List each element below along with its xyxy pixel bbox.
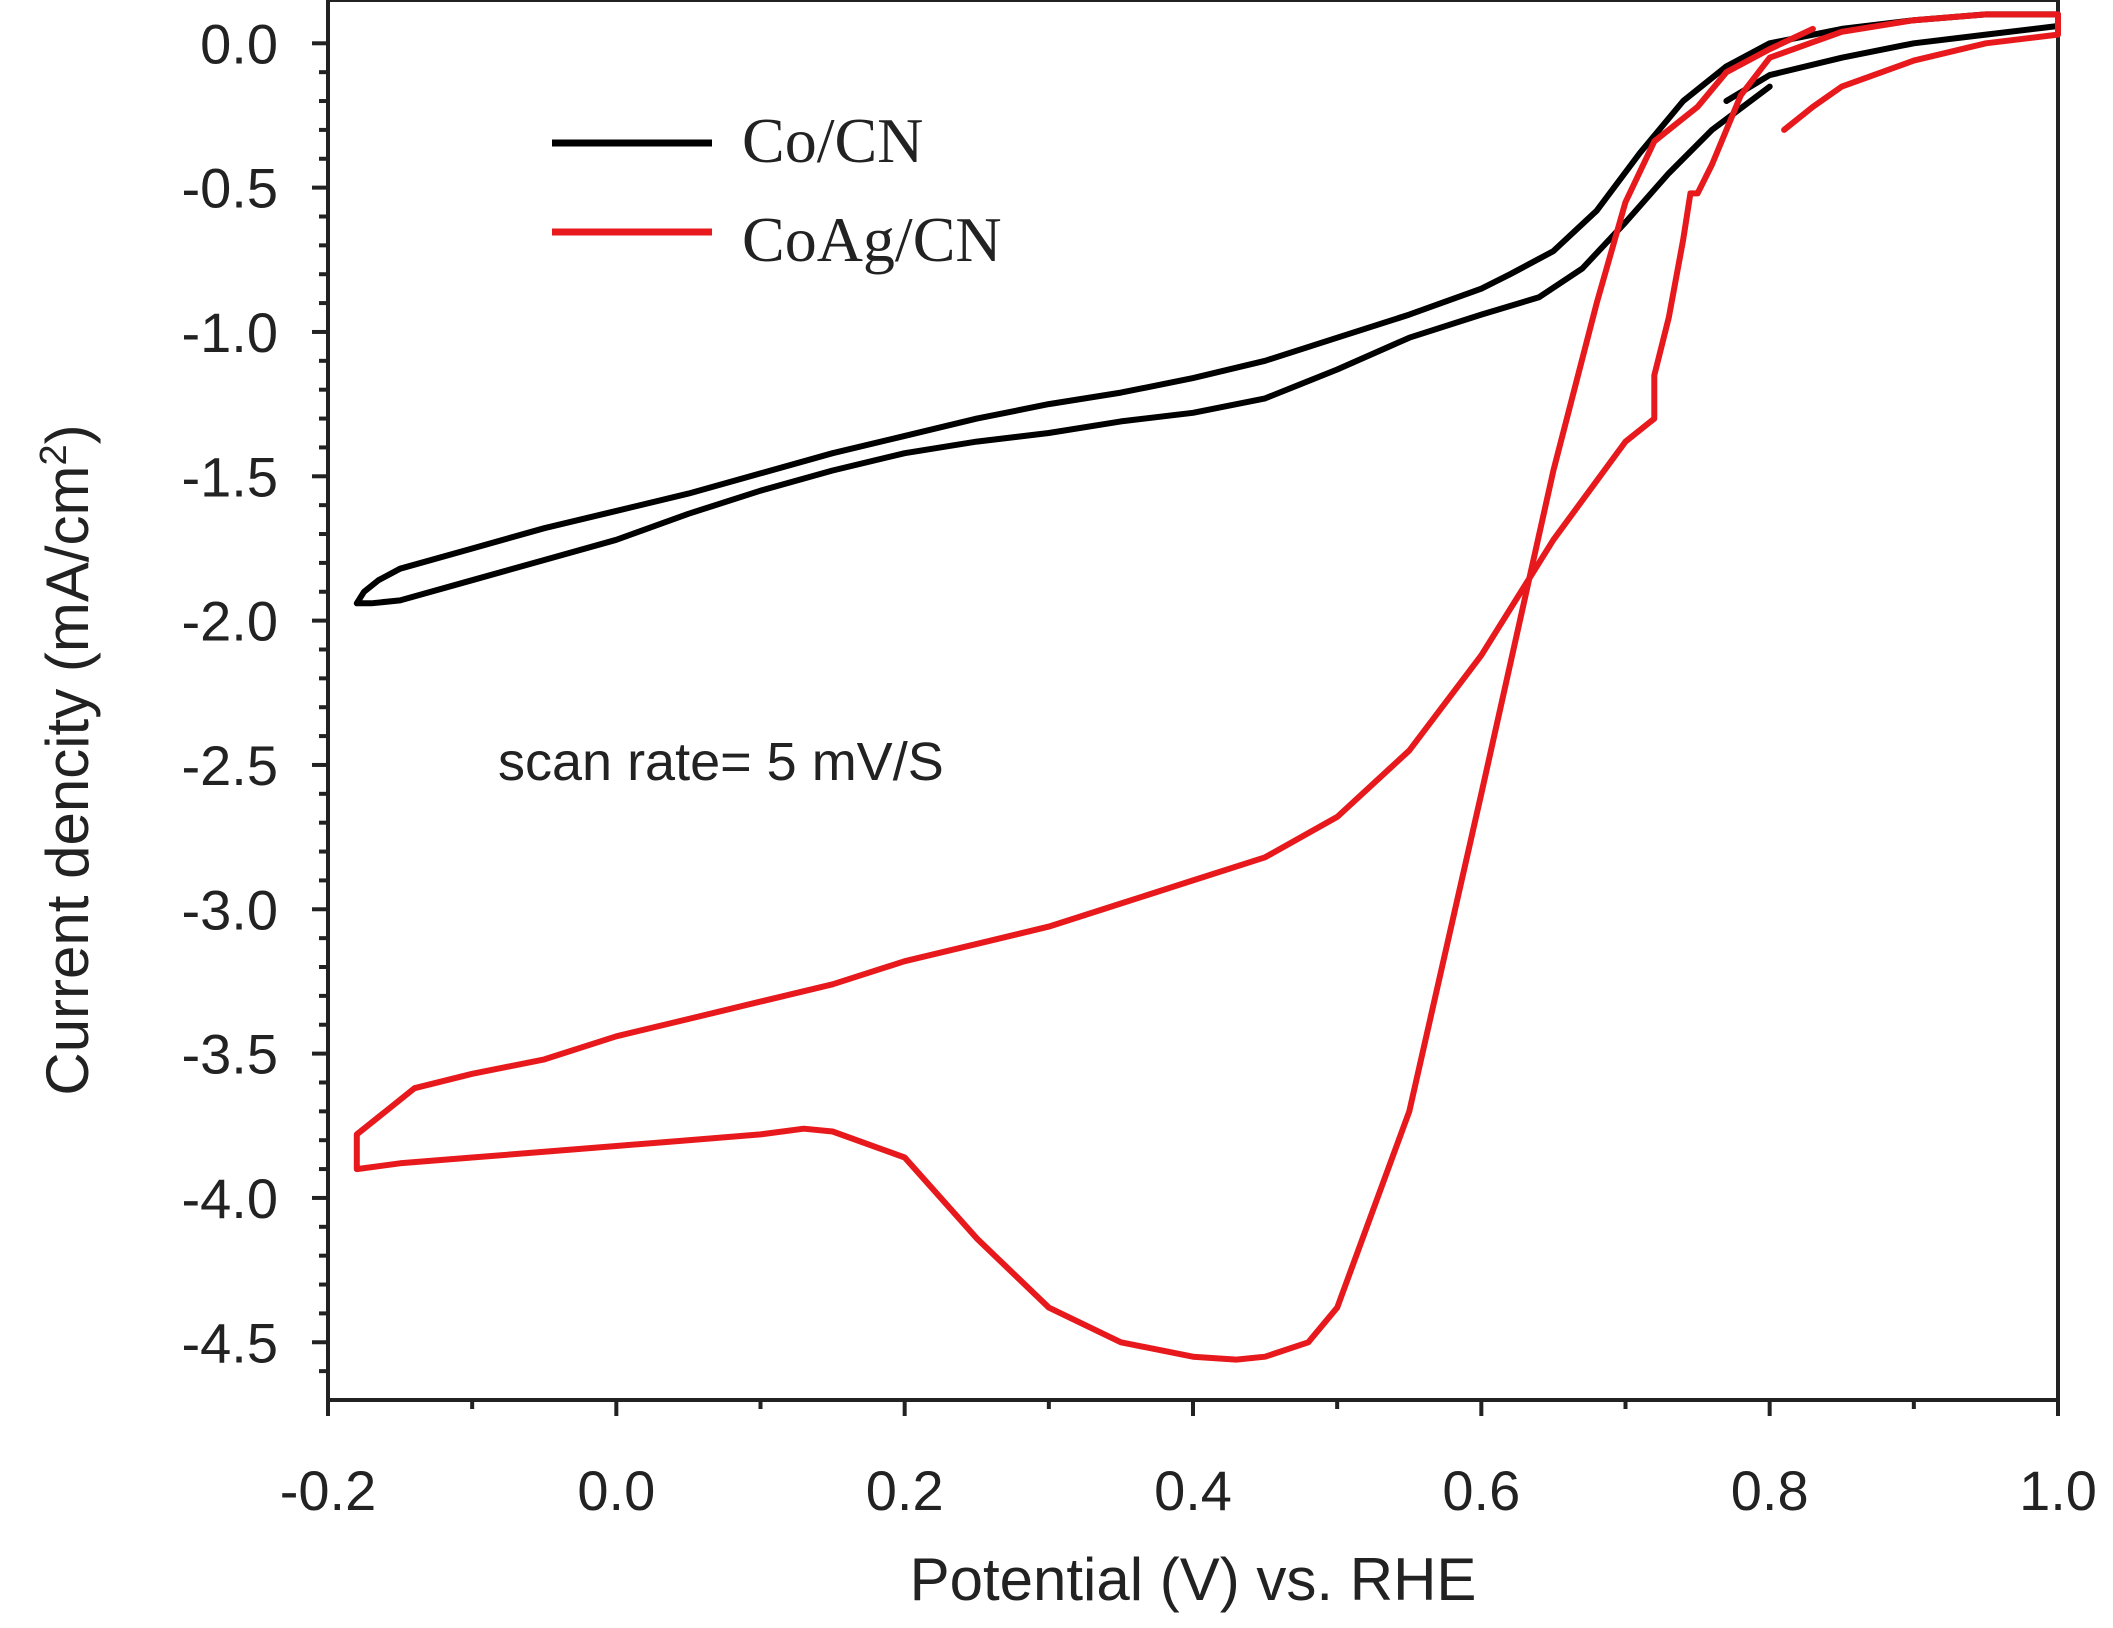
series-line-co-cn bbox=[353, 11, 2061, 607]
data-series bbox=[353, 11, 2061, 1363]
legend-label-coag-cn: CoAg/CN bbox=[742, 204, 1002, 275]
x-tick-label: 0.0 bbox=[577, 1459, 655, 1522]
y-tick-label: -1.0 bbox=[182, 301, 279, 364]
x-tick-label: 0.6 bbox=[1442, 1459, 1520, 1522]
y-tick-label: -2.5 bbox=[182, 734, 279, 797]
y-tick-label: -3.5 bbox=[182, 1023, 279, 1086]
legend-label-co-cn: Co/CN bbox=[742, 105, 923, 176]
y-tick-label: -1.5 bbox=[182, 445, 279, 508]
x-tick-label: 1.0 bbox=[2019, 1459, 2097, 1522]
legend: Co/CN CoAg/CN bbox=[552, 105, 1002, 275]
x-axis-title: Potential (V) vs. RHE bbox=[910, 1546, 1477, 1613]
y-tick-label: -3.0 bbox=[182, 878, 279, 941]
y-tick-label: 0.0 bbox=[200, 12, 278, 75]
y-axis-title-superscript: 2 bbox=[33, 444, 75, 465]
y-axis-ticks: 0.0 -0.5 -1.0 -1.5 -2.0 -2.5 -3.0 -3.5 -4.0 -4.5 bbox=[182, 12, 328, 1374]
scan-rate-annotation: scan rate= 5 mV/S bbox=[498, 732, 944, 792]
series-line-coag-cn bbox=[353, 11, 2061, 1363]
y-tick-label: -4.5 bbox=[182, 1311, 279, 1374]
x-tick-label: 0.2 bbox=[866, 1459, 944, 1522]
x-tick-label: 0.4 bbox=[1154, 1459, 1232, 1522]
plot-frame bbox=[326, 0, 2060, 1402]
y-axis-title: Current dencity (mA/cm2) bbox=[33, 424, 101, 1095]
y-axis-title-close: ) bbox=[34, 424, 101, 444]
y-tick-label: -2.0 bbox=[182, 590, 279, 653]
x-axis-ticks: -0.2 0.0 0.2 0.4 0.6 0.8 1.0 bbox=[280, 1400, 2097, 1522]
x-tick-label: -0.2 bbox=[280, 1459, 377, 1522]
y-tick-label: -0.5 bbox=[182, 157, 279, 220]
x-tick-label: 0.8 bbox=[1731, 1459, 1809, 1522]
y-tick-label: -4.0 bbox=[182, 1167, 279, 1230]
y-axis-title-main: Current dencity (mA/cm bbox=[34, 465, 101, 1095]
